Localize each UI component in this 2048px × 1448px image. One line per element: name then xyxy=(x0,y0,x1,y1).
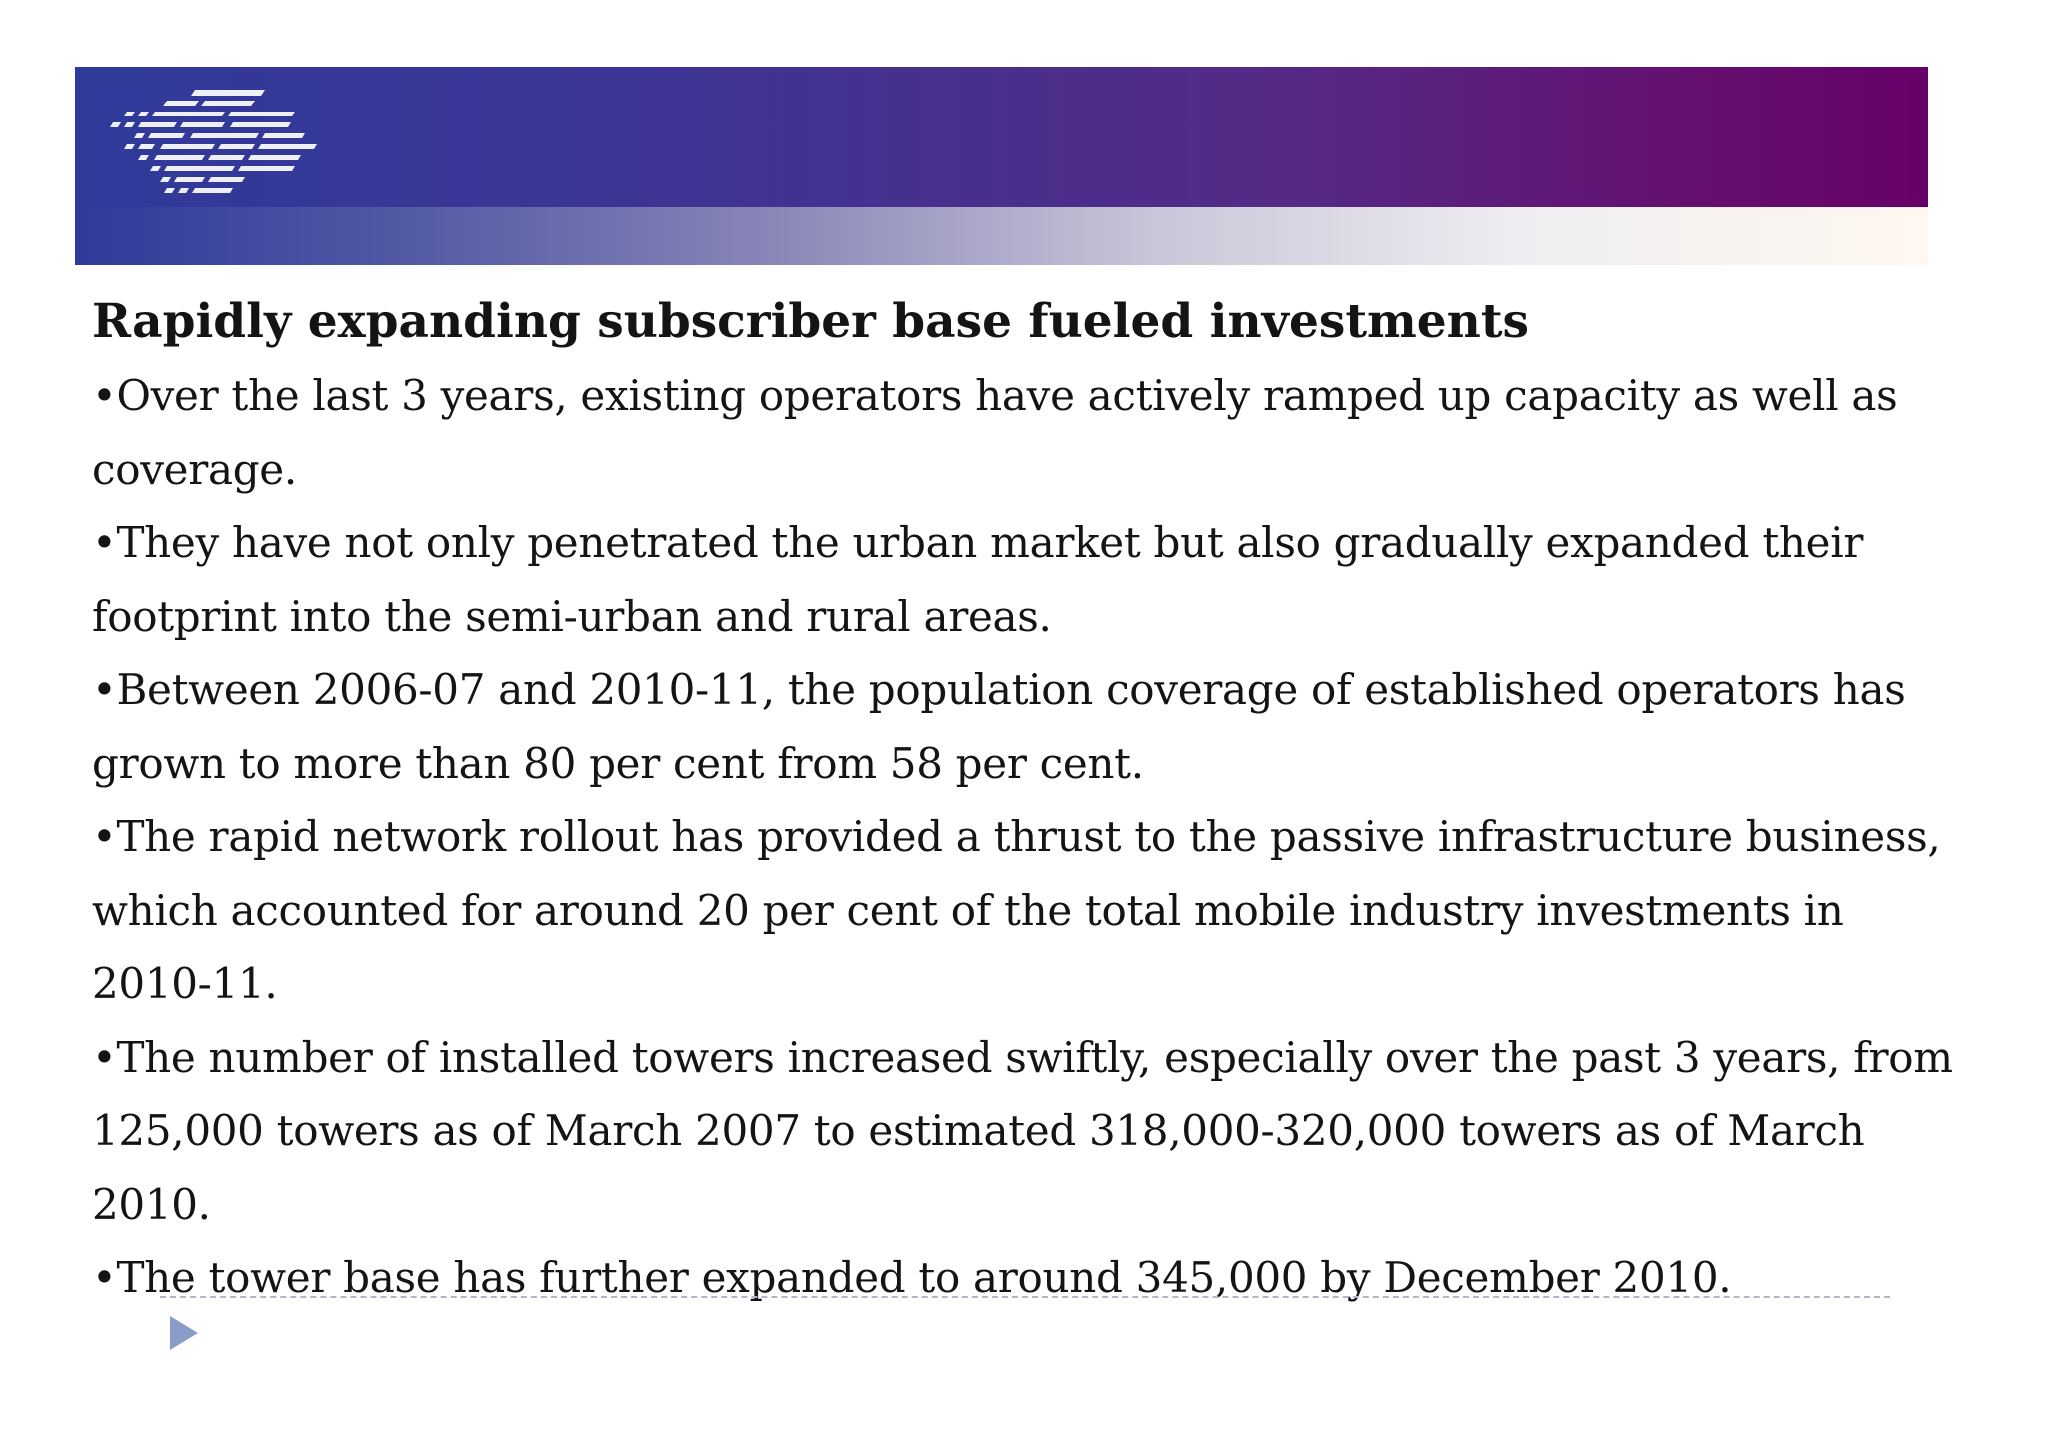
play-arrow-icon[interactable] xyxy=(170,1316,198,1350)
bullet-item: •Between 2006-07 and 2010-11, the popula… xyxy=(92,665,1906,788)
bullet-item: •They have not only penetrated the urban… xyxy=(92,518,1864,641)
striped-logo-icon xyxy=(110,90,317,193)
header-banner xyxy=(75,67,1928,265)
bullet-list: •Over the last 3 years, existing operato… xyxy=(92,359,1972,1315)
bullet-item: •Over the last 3 years, existing operato… xyxy=(92,371,1898,494)
slide-title: Rapidly expanding subscriber base fueled… xyxy=(92,294,1530,349)
bullet-item: •The tower base has further expanded to … xyxy=(92,1253,1732,1302)
banner-top-band xyxy=(75,67,1928,207)
slide-content: Rapidly expanding subscriber base fueled… xyxy=(92,285,1972,1315)
bullet-item: •The number of installed towers increase… xyxy=(92,1032,1953,1229)
bullet-item: •The rapid network rollout has provided … xyxy=(92,812,1941,1008)
banner-gradient-strip xyxy=(75,207,1928,265)
footer-divider xyxy=(160,1296,1890,1298)
